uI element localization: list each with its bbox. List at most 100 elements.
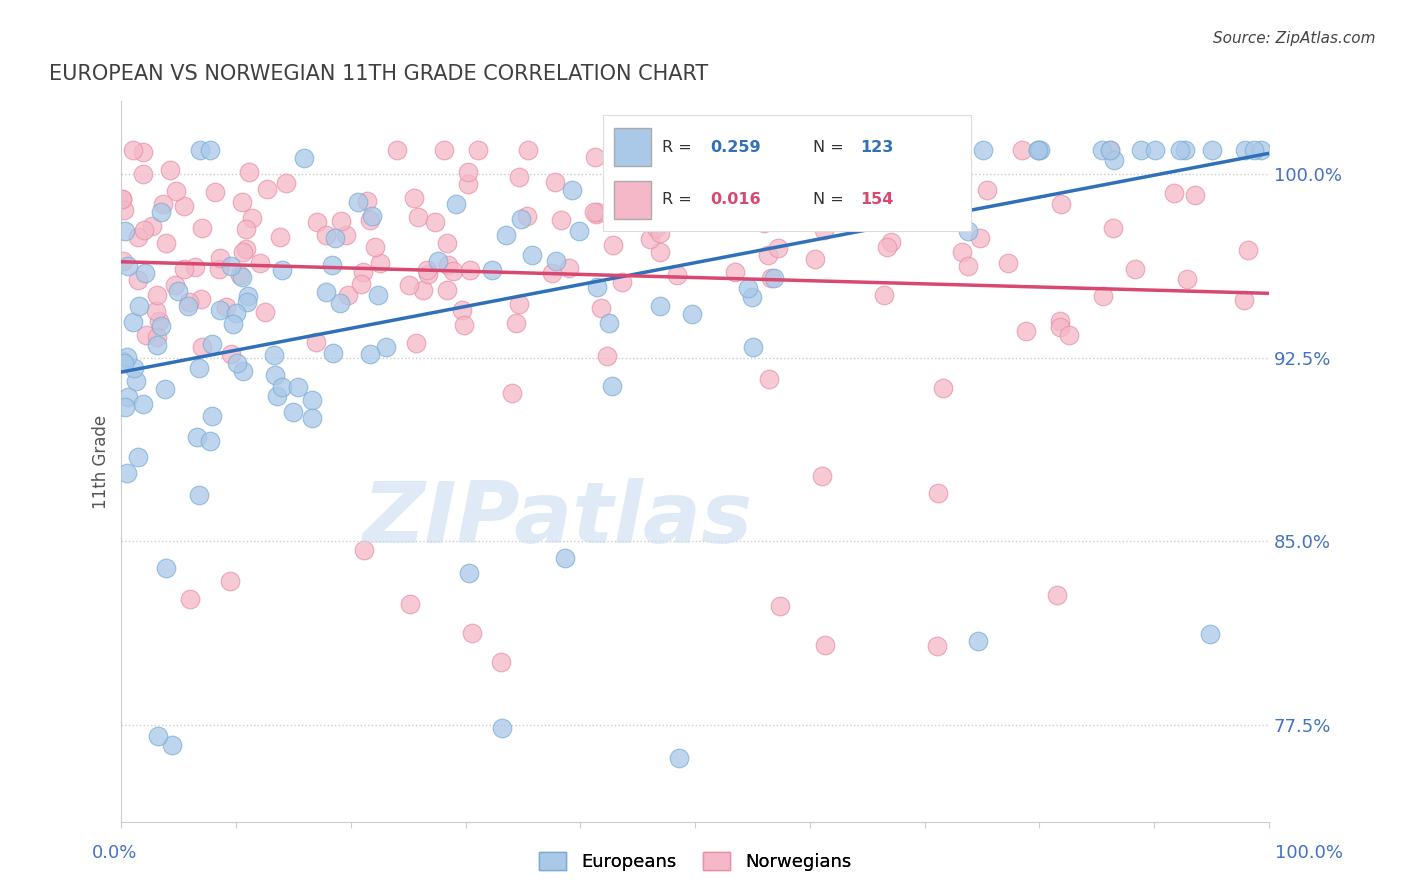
Point — [112, 355, 135, 369]
Point — [208, 303, 231, 318]
Point — [266, 389, 288, 403]
Point — [1049, 197, 1071, 211]
Point — [737, 280, 759, 294]
Point — [890, 179, 912, 194]
Point — [219, 347, 242, 361]
Point — [568, 224, 591, 238]
Point — [315, 228, 337, 243]
Point — [167, 285, 190, 299]
Point — [226, 356, 249, 370]
Point — [1049, 314, 1071, 328]
Point — [155, 235, 177, 250]
Point — [208, 262, 231, 277]
Point — [804, 252, 827, 267]
Point — [815, 155, 838, 169]
Point — [758, 372, 780, 386]
Point — [648, 227, 671, 241]
Point — [132, 167, 155, 181]
Point — [952, 244, 974, 259]
Point — [179, 591, 201, 606]
Point — [270, 380, 292, 394]
Point — [135, 328, 157, 343]
Point — [418, 267, 440, 281]
Point — [648, 299, 671, 313]
Point — [347, 195, 370, 210]
Point — [114, 224, 136, 238]
Point — [681, 307, 703, 321]
Point — [221, 317, 243, 331]
Point — [1199, 626, 1222, 640]
Point — [741, 290, 763, 304]
Point — [236, 295, 259, 310]
Point — [997, 256, 1019, 270]
Point — [153, 382, 176, 396]
Point — [585, 207, 607, 221]
Point — [249, 256, 271, 270]
Point — [225, 306, 247, 320]
Point — [307, 215, 329, 229]
Point — [544, 253, 567, 268]
Point — [304, 335, 326, 350]
Point — [238, 165, 260, 179]
Point — [1143, 143, 1166, 157]
Point — [215, 301, 238, 315]
Point — [269, 230, 291, 244]
Point — [1099, 143, 1122, 157]
Point — [287, 380, 309, 394]
Point — [775, 183, 797, 197]
Text: ZIPatlas: ZIPatlas — [363, 478, 752, 561]
Point — [315, 285, 337, 299]
Point — [876, 240, 898, 254]
Point — [360, 210, 382, 224]
Point — [586, 205, 609, 219]
Point — [724, 265, 747, 279]
Point — [1092, 289, 1115, 303]
Text: 0.0%: 0.0% — [91, 844, 136, 862]
Point — [457, 165, 479, 179]
Point — [368, 256, 391, 270]
Point — [495, 228, 517, 243]
Point — [1011, 143, 1033, 157]
Point — [516, 210, 538, 224]
Point — [127, 229, 149, 244]
Point — [806, 143, 828, 157]
Point — [557, 260, 579, 275]
Point — [115, 466, 138, 480]
Point — [374, 340, 396, 354]
Point — [844, 169, 866, 183]
Point — [675, 154, 697, 169]
Point — [301, 392, 323, 407]
Point — [602, 238, 624, 252]
Point — [583, 150, 606, 164]
Point — [1029, 143, 1052, 157]
Point — [188, 487, 211, 501]
Point — [329, 296, 352, 310]
Point — [638, 231, 661, 245]
Point — [191, 340, 214, 354]
Point — [598, 317, 620, 331]
Point — [198, 434, 221, 448]
Point — [756, 247, 779, 261]
Point — [385, 143, 408, 157]
Point — [596, 349, 619, 363]
Point — [541, 266, 564, 280]
Point — [956, 260, 979, 274]
Point — [832, 143, 855, 157]
Point — [856, 149, 879, 163]
Point — [173, 199, 195, 213]
Point — [1099, 143, 1122, 157]
Point — [191, 221, 214, 235]
Point — [367, 288, 389, 302]
Point — [686, 183, 709, 197]
Point — [582, 205, 605, 219]
Point — [761, 270, 783, 285]
Point — [188, 143, 211, 157]
Point — [645, 170, 668, 185]
Point — [441, 264, 464, 278]
Point — [122, 361, 145, 376]
Point — [209, 251, 232, 265]
Point — [128, 299, 150, 313]
Text: EUROPEAN VS NORWEGIAN 11TH GRADE CORRELATION CHART: EUROPEAN VS NORWEGIAN 11TH GRADE CORRELA… — [49, 64, 709, 84]
Point — [146, 329, 169, 343]
Point — [1059, 327, 1081, 342]
